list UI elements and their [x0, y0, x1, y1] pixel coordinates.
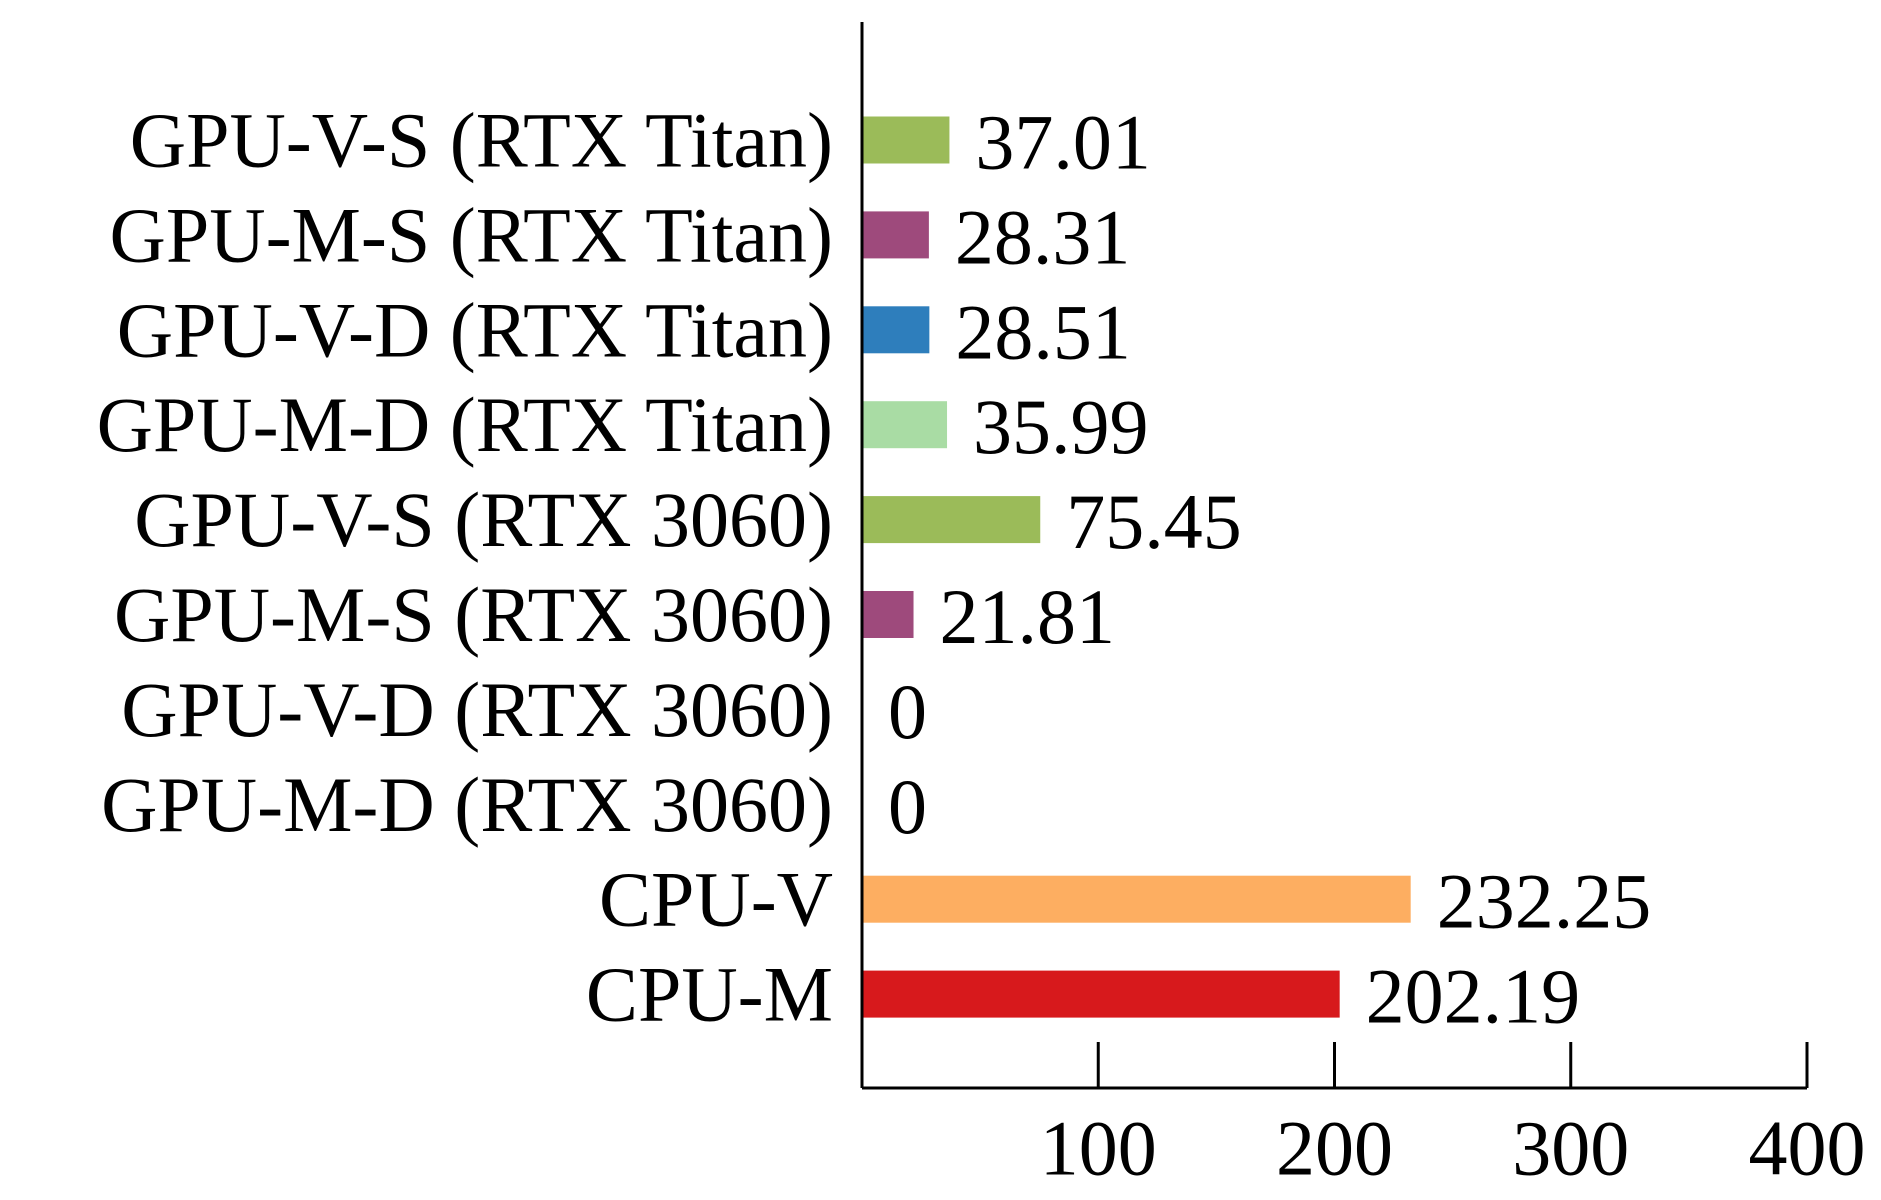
data-label: 0 — [888, 668, 927, 755]
bar — [862, 306, 930, 354]
x-tick-label: 300 — [1512, 1105, 1629, 1192]
bar — [862, 496, 1041, 544]
data-label: 0 — [888, 763, 927, 850]
data-label: 37.01 — [975, 99, 1150, 186]
bar — [862, 875, 1411, 923]
category-label: GPU-V-D (RTX Titan) — [117, 286, 833, 373]
x-tick-label: 100 — [1040, 1105, 1157, 1192]
x-tick-label: 200 — [1276, 1105, 1393, 1192]
category-label: GPU-M-S (RTX 3060) — [114, 571, 833, 658]
bar — [862, 211, 929, 259]
category-label: CPU-V — [599, 856, 833, 943]
data-label: 21.81 — [940, 573, 1116, 660]
category-label: GPU-M-S (RTX Titan) — [110, 191, 833, 278]
category-label: CPU-M — [586, 951, 833, 1038]
category-label: GPU-V-D (RTX 3060) — [121, 666, 833, 753]
data-label: 28.31 — [955, 193, 1130, 280]
category-label: GPU-V-S (RTX 3060) — [134, 476, 833, 563]
data-label: 35.99 — [973, 383, 1149, 470]
category-label: GPU-M-D (RTX Titan) — [97, 381, 833, 468]
category-label: GPU-M-D (RTX 3060) — [101, 761, 833, 848]
data-label: 232.25 — [1437, 858, 1652, 945]
bar — [862, 116, 950, 164]
bar — [862, 970, 1340, 1018]
bar — [862, 401, 948, 449]
category-label: GPU-V-S (RTX Titan) — [130, 97, 833, 184]
data-label: 28.51 — [955, 288, 1131, 375]
data-label: 202.19 — [1366, 953, 1581, 1040]
data-label: 75.45 — [1066, 478, 1242, 565]
x-tick-label: 400 — [1749, 1105, 1866, 1192]
bar — [862, 591, 914, 638]
